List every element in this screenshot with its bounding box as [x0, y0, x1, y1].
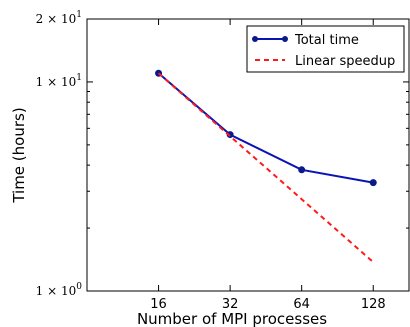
x-axis-label: Number of MPI processes [137, 310, 327, 327]
plot-frame [86, 18, 410, 292]
y-axis: 2 × 101 1 × 101 1 × 100 [36, 10, 409, 298]
data-point [298, 166, 306, 174]
y-tick-label: 1 × 101 [36, 73, 82, 89]
series-line-1 [157, 72, 374, 263]
series-line-0 [157, 72, 374, 184]
legend-box [246, 25, 405, 73]
axes-frame [86, 18, 410, 292]
series-layer [155, 69, 377, 263]
x-tick-label: 128 [361, 297, 386, 312]
y-tick-label: 2 × 101 [36, 10, 82, 26]
legend-marker [282, 36, 288, 42]
legend: Total time Linear speedup [246, 25, 405, 73]
x-tick-label: 16 [150, 297, 167, 312]
x-axis: 16 32 64 128 [150, 19, 386, 312]
legend-label: Total time [294, 33, 359, 48]
x-tick-label: 32 [222, 297, 239, 312]
y-axis-label: Time (hours) [10, 107, 28, 203]
data-point [369, 179, 377, 187]
y-tick-label: 1 × 100 [36, 282, 83, 298]
legend-label: Linear speedup [295, 54, 395, 69]
legend-marker [252, 36, 258, 42]
x-tick-label: 64 [293, 297, 310, 312]
